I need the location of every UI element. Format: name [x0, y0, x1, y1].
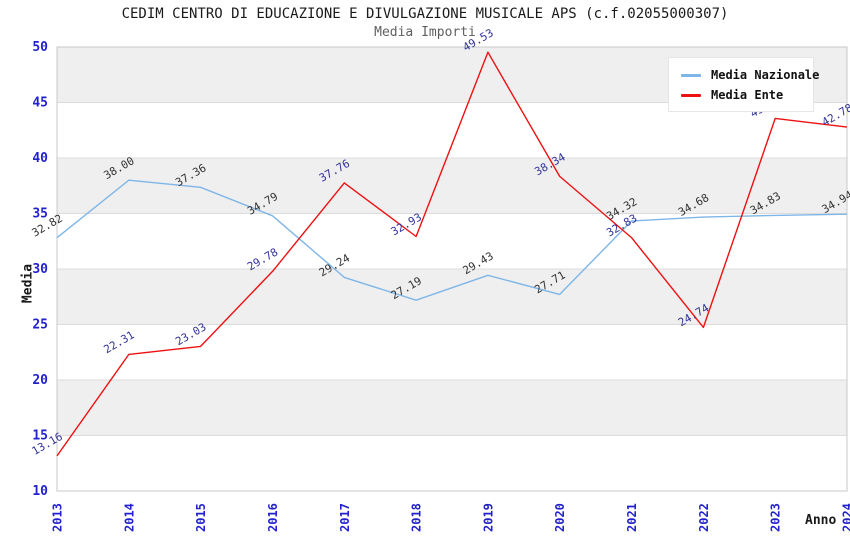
x-tick-label: 2013 [51, 503, 65, 532]
legend-label-nazionale: Media Nazionale [711, 68, 820, 82]
y-tick-label: 25 [32, 318, 48, 333]
series-line-media-ente [56, 51, 848, 457]
grid-band [57, 158, 847, 214]
y-tick-label: 30 [32, 262, 48, 277]
series-line-media-nazionale [56, 179, 848, 301]
y-axis-title: Media [20, 263, 36, 304]
y-tick-label: 40 [32, 151, 48, 166]
data-label: 32.93 [389, 211, 424, 239]
chart-title: CEDIM CENTRO DI EDUCAZIONE E DIVULGAZION… [121, 6, 729, 22]
chart-subtitle: Media Importi [374, 25, 476, 40]
x-tick-label: 2016 [266, 503, 280, 532]
x-tick-label: 2015 [194, 503, 208, 532]
legend-line-swatch-nazionale-icon [681, 73, 701, 77]
x-tick-label: 2018 [410, 503, 424, 532]
y-tick-label: 15 [32, 429, 48, 444]
y-tick-label: 20 [32, 373, 48, 388]
x-tick-label: 2023 [769, 503, 783, 532]
y-tick-label: 10 [32, 484, 48, 499]
x-tick-label: 2024 [841, 503, 850, 532]
grid-band [57, 380, 847, 436]
x-tick-label: 2022 [697, 503, 711, 532]
y-tick-label: 35 [32, 207, 48, 222]
y-tick-label: 45 [32, 96, 48, 111]
plot-border [56, 46, 848, 492]
x-tick-label: 2017 [338, 503, 352, 532]
x-axis-title: Anno [805, 513, 837, 528]
data-label: 22.31 [101, 328, 136, 356]
y-tick-label: 50 [32, 40, 48, 55]
legend: Media Nazionale Media Ente [668, 57, 819, 112]
x-tick-label: 2020 [553, 503, 567, 532]
x-tick-label: 2021 [625, 503, 639, 532]
legend-item-media-nazionale: Media Nazionale [669, 65, 819, 85]
x-tick-label: 2019 [481, 503, 495, 532]
legend-item-media-ente: Media Ente [669, 85, 813, 105]
grid-band [57, 269, 847, 325]
legend-line-swatch-ente-icon [681, 93, 701, 97]
legend-label-ente: Media Ente [711, 88, 784, 102]
data-label: 42.78 [820, 101, 850, 129]
x-tick-label: 2014 [122, 503, 136, 532]
